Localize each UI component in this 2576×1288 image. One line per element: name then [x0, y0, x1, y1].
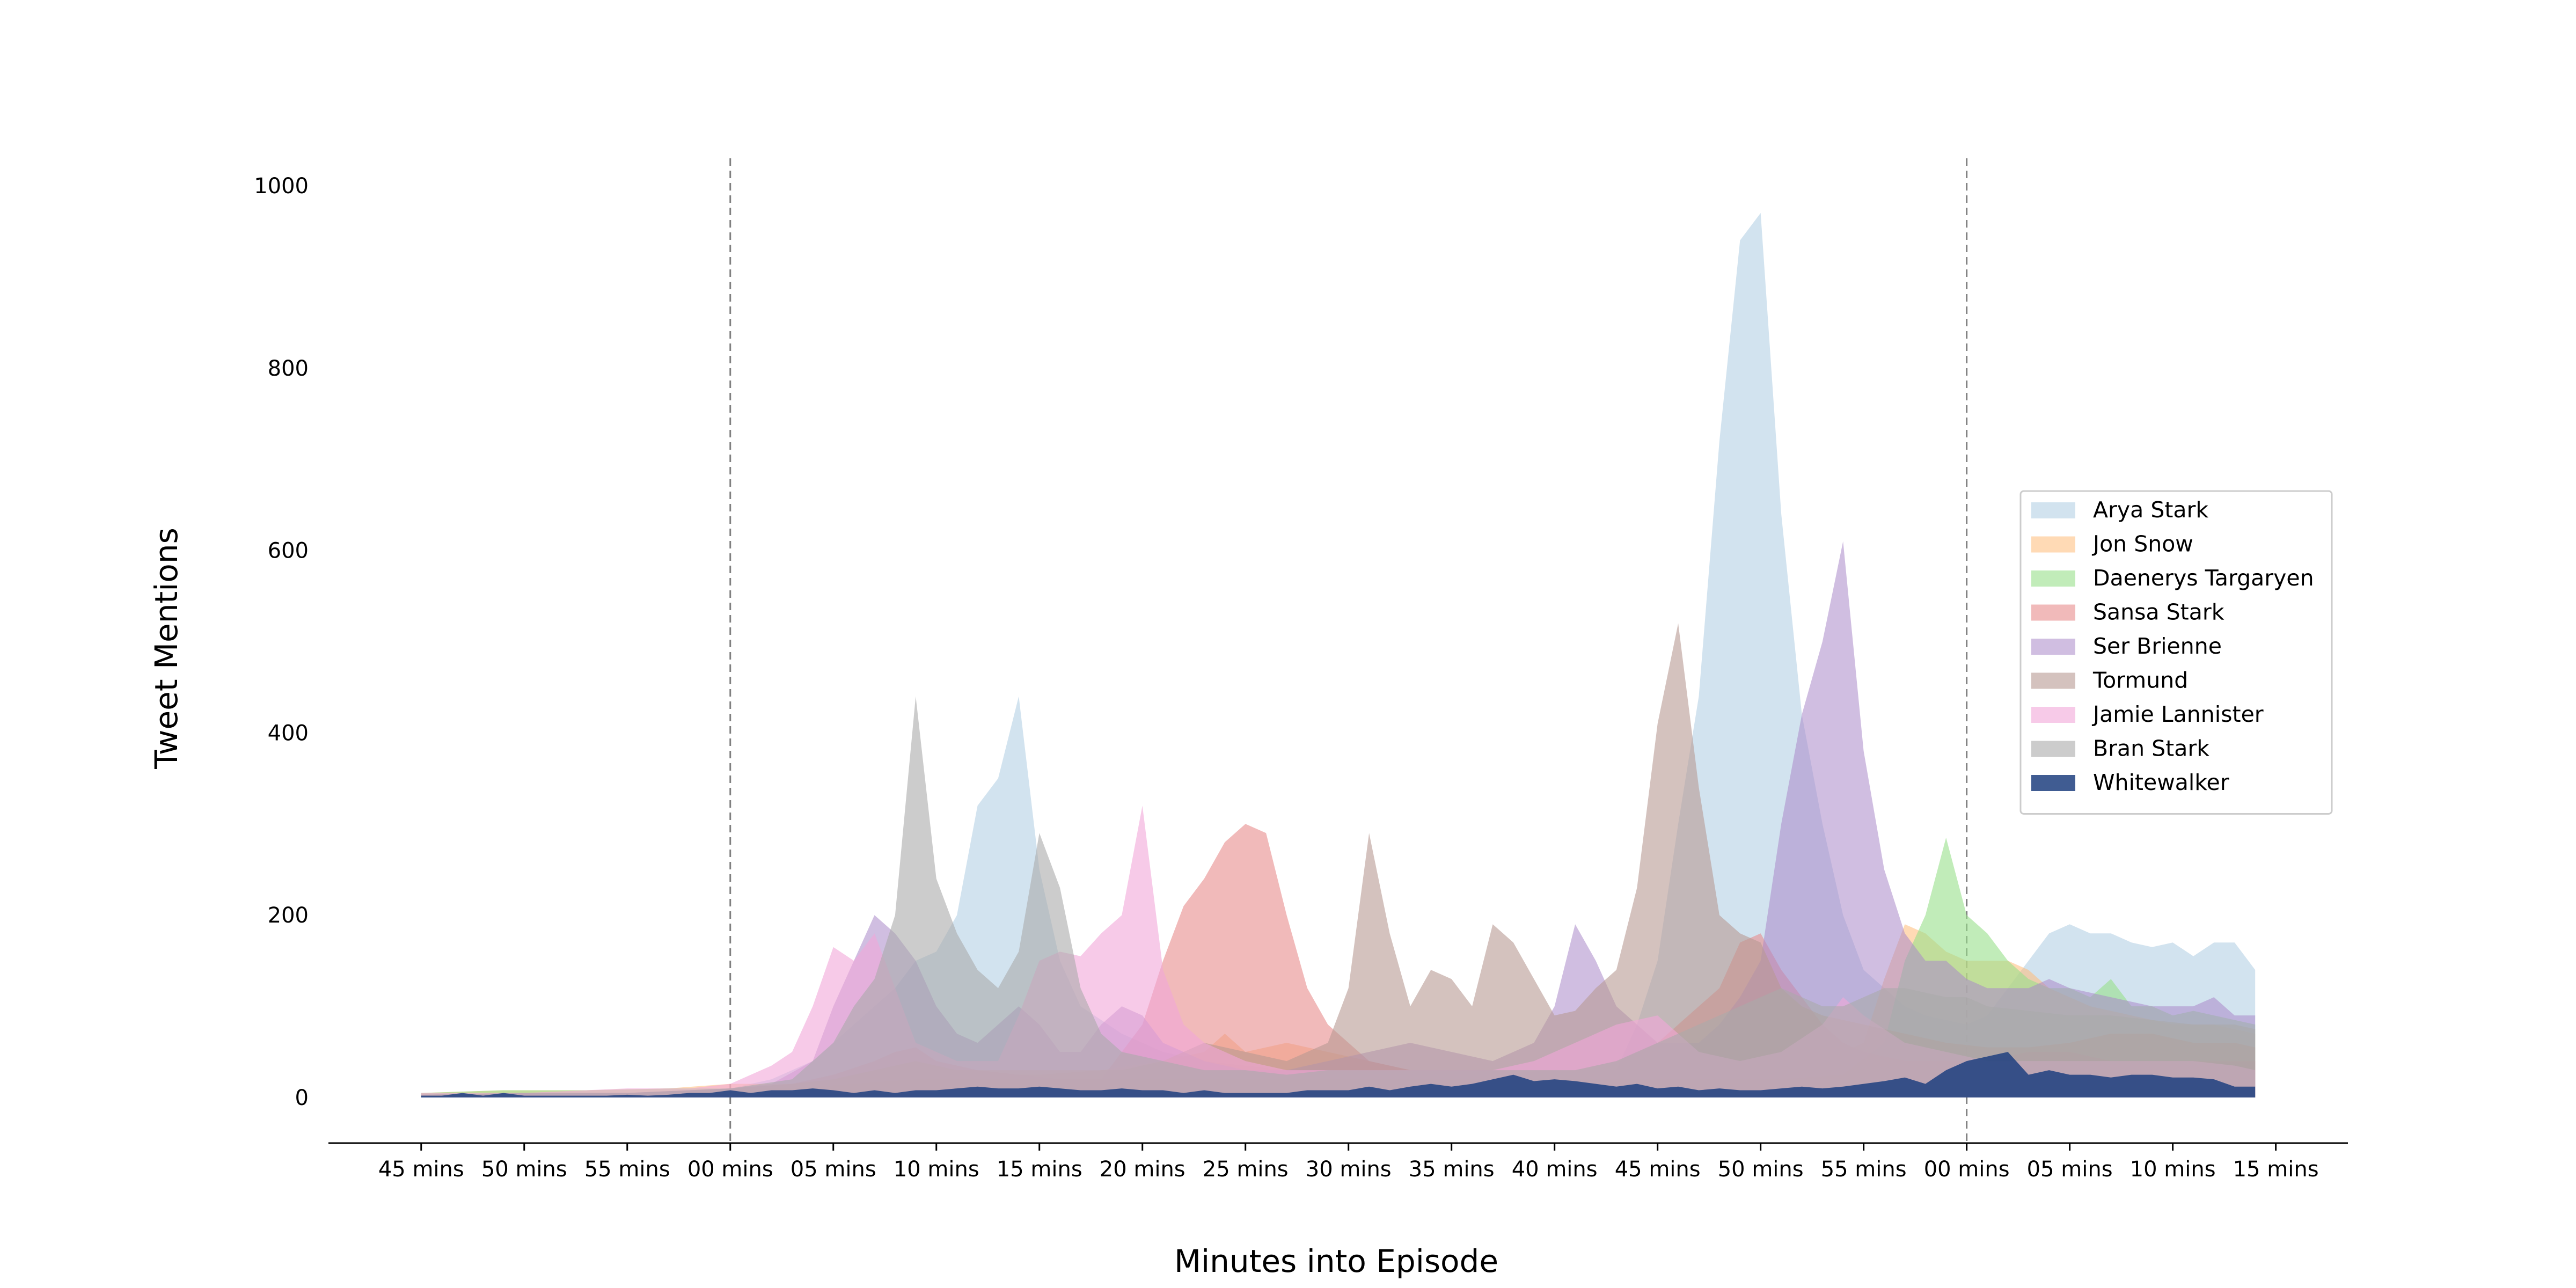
legend-swatch: [2031, 707, 2075, 723]
y-tick-label: 0: [295, 1086, 309, 1110]
legend-label: Whitewalker: [2093, 770, 2229, 795]
y-axis-ticks: 0 200 400 600 800 1000: [254, 174, 309, 1110]
x-tick-label: 50 mins: [481, 1157, 567, 1182]
legend-frame: [2019, 490, 2333, 815]
legend-label: Bran Stark: [2093, 736, 2209, 762]
x-tick-label: 05 mins: [791, 1157, 876, 1182]
y-tick-label: 1000: [254, 174, 309, 199]
x-tick-label: 55 mins: [584, 1157, 670, 1182]
x-tick-label: 10 mins: [2130, 1157, 2216, 1182]
y-axis-title: Tweet Mentions: [148, 528, 185, 770]
legend: Arya Stark Jon Snow Daenerys Targaryen Sans…: [2019, 490, 2333, 815]
x-tick-label: 45 mins: [378, 1157, 464, 1182]
legend-label: Sansa Stark: [2093, 599, 2224, 625]
x-tick-label: 15 mins: [997, 1157, 1082, 1182]
x-tick-label: 50 mins: [1718, 1157, 1804, 1182]
legend-swatch: [2031, 672, 2075, 689]
legend-swatch: [2031, 775, 2075, 791]
x-tick-label: 15 mins: [2233, 1157, 2319, 1182]
x-tick-label: 35 mins: [1409, 1157, 1495, 1182]
x-tick-label: 40 mins: [1512, 1157, 1598, 1182]
legend-swatch: [2031, 536, 2075, 553]
y-tick-label: 800: [268, 356, 309, 381]
legend-label: Arya Stark: [2093, 497, 2208, 523]
legend-label: Ser Brienne: [2093, 633, 2222, 659]
y-tick-label: 600: [268, 539, 309, 564]
x-tick-label: 25 mins: [1203, 1157, 1289, 1182]
x-axis-title: Minutes into Episode: [1174, 1243, 1498, 1279]
x-tick-label: 20 mins: [1100, 1157, 1185, 1182]
legend-swatch: [2031, 639, 2075, 655]
legend-label: Daenerys Targaryen: [2093, 565, 2314, 591]
area-bran-stark: [421, 696, 2256, 1097]
legend-label: Jamie Lannister: [2091, 701, 2264, 727]
legend-swatch: [2031, 502, 2075, 518]
legend-label: Jon Snow: [2091, 531, 2193, 557]
area-whitewalker: [421, 1052, 2256, 1097]
x-tick-label: 10 mins: [894, 1157, 979, 1182]
series-areas: [421, 213, 2256, 1097]
x-tick-label: 05 mins: [2027, 1157, 2113, 1182]
legend-label: Tormund: [2092, 668, 2188, 693]
x-tick-label: 00 mins: [687, 1157, 773, 1182]
x-tick-label: 00 mins: [1924, 1157, 2010, 1182]
legend-swatch: [2031, 604, 2075, 621]
legend-swatch: [2031, 570, 2075, 587]
x-axis-ticks: 45 mins 50 mins 55 mins 00 mins 05 mins 10 mi…: [378, 1143, 2319, 1182]
legend-swatch: [2031, 741, 2075, 757]
y-tick-label: 400: [268, 721, 309, 745]
y-tick-label: 200: [268, 903, 309, 928]
x-tick-label: 30 mins: [1306, 1157, 1392, 1182]
x-tick-label: 55 mins: [1821, 1157, 1907, 1182]
x-tick-label: 45 mins: [1615, 1157, 1701, 1182]
